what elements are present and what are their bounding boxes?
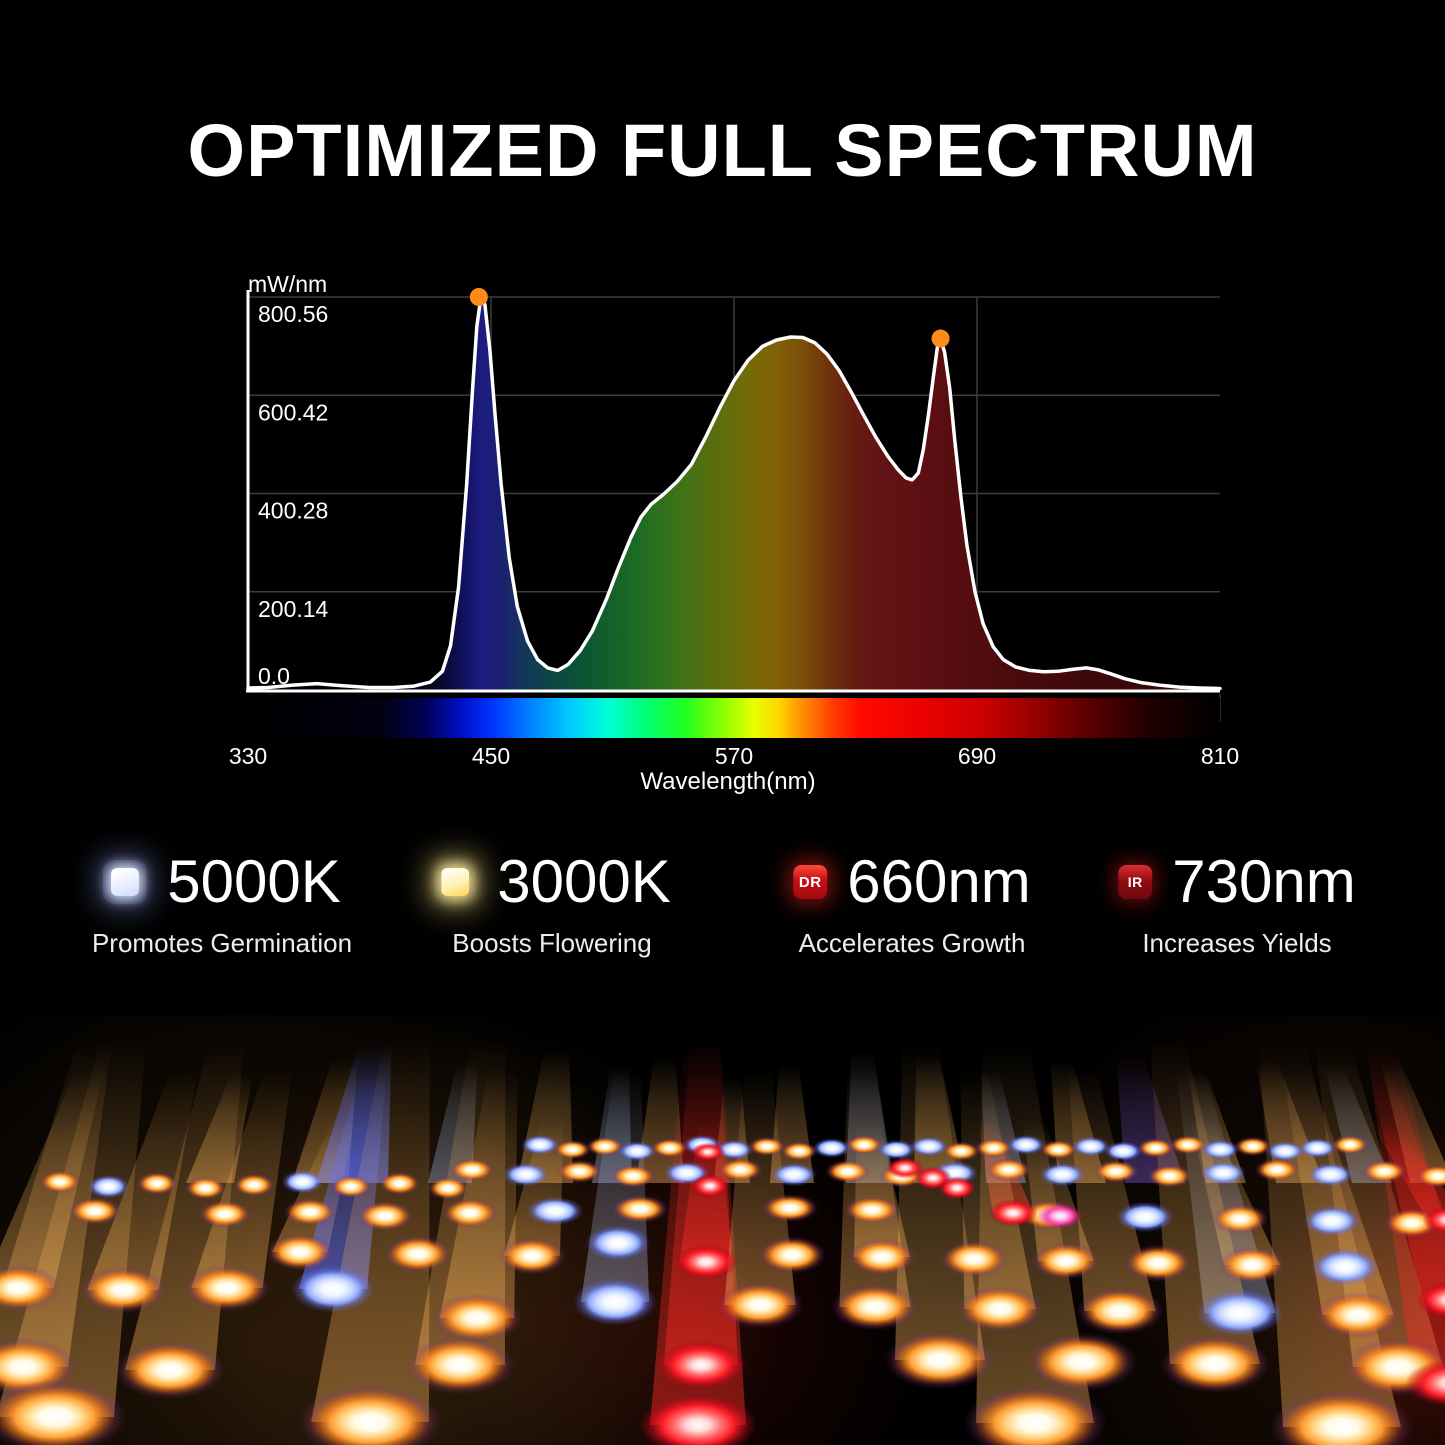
led-3000k-icon bbox=[433, 860, 478, 904]
svg-text:330: 330 bbox=[229, 743, 267, 769]
svg-text:690: 690 bbox=[958, 743, 996, 769]
svg-text:810: 810 bbox=[1201, 743, 1239, 769]
svg-text:0.0: 0.0 bbox=[258, 663, 290, 689]
infrared-led-icon: IR bbox=[1118, 865, 1153, 899]
feature-660nm: DR 660nm Accelerates Growth bbox=[793, 848, 1031, 959]
svg-text:450: 450 bbox=[472, 743, 510, 769]
feature-label: 3000K bbox=[497, 848, 671, 915]
feature-5000k: 5000K Promotes Germination bbox=[92, 852, 352, 959]
svg-text:800.56: 800.56 bbox=[258, 301, 328, 327]
feature-label: 730nm bbox=[1172, 848, 1356, 915]
svg-text:Wavelength(nm): Wavelength(nm) bbox=[640, 768, 815, 795]
feature-description: Promotes Germination bbox=[91, 928, 353, 958]
svg-text:570: 570 bbox=[715, 743, 753, 769]
feature-label: 5000K bbox=[167, 848, 341, 915]
page-title: OPTIMIZED FULL SPECTRUM bbox=[187, 109, 1258, 192]
deep-red-led-icon: DR bbox=[793, 865, 828, 899]
feature-730nm: IR 730nm Increases Yields bbox=[1118, 848, 1356, 959]
spectrum-chart: mW/nm 0.0 200.14 400.28 600.42 800.56 330 450 57… bbox=[229, 271, 1239, 795]
feature-row: 5000K Promotes Germination 3000K Boosts … bbox=[0, 852, 1445, 1012]
svg-text:400.28: 400.28 bbox=[258, 498, 328, 524]
led-board-svg bbox=[0, 925, 1445, 1445]
led-5000k-icon bbox=[103, 860, 148, 904]
feature-description: Boosts Flowering bbox=[452, 928, 652, 958]
svg-text:200.14: 200.14 bbox=[258, 596, 329, 622]
svg-text:mW/nm: mW/nm bbox=[248, 271, 327, 297]
feature-description: Accelerates Growth bbox=[798, 928, 1026, 958]
svg-text:600.42: 600.42 bbox=[258, 399, 328, 425]
feature-3000k: 3000K Boosts Flowering bbox=[433, 852, 671, 959]
feature-description: Increases Yields bbox=[1142, 928, 1332, 958]
led-board-photo bbox=[0, 925, 1445, 1445]
feature-label: 660nm bbox=[847, 848, 1031, 915]
